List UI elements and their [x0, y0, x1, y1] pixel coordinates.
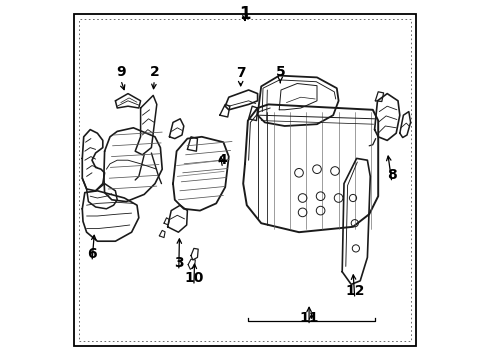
Text: 10: 10: [184, 271, 203, 285]
Text: 9: 9: [116, 65, 125, 79]
Text: 1: 1: [239, 5, 251, 23]
Text: 7: 7: [236, 66, 245, 80]
Text: 3: 3: [174, 256, 184, 270]
Bar: [79, 19, 411, 341]
Text: 2: 2: [149, 65, 159, 79]
Text: 6: 6: [87, 247, 97, 261]
Text: 12: 12: [345, 284, 365, 298]
Text: 8: 8: [387, 168, 397, 181]
Text: 5: 5: [275, 65, 285, 79]
Text: 4: 4: [218, 153, 227, 167]
Text: 11: 11: [299, 311, 319, 324]
